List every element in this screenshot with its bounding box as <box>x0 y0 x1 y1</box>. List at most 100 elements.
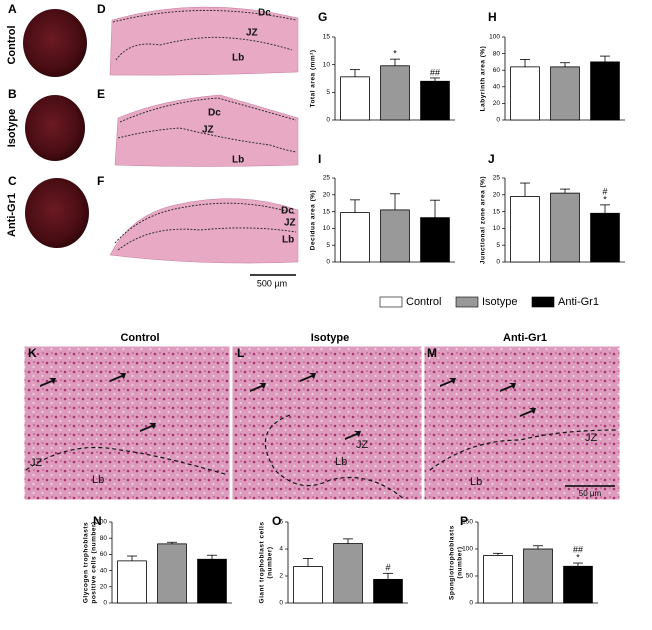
bar <box>420 217 450 263</box>
bar <box>373 578 403 604</box>
bar-chart: 0 2 4 6 Giant trophoblast cells (number) # <box>259 519 408 607</box>
significance-mark: * <box>393 49 397 59</box>
bar <box>563 565 593 604</box>
panel-label: A <box>8 2 17 16</box>
arrow <box>520 408 536 417</box>
y-tick-label: 60 <box>493 67 501 74</box>
panel-label: B <box>8 87 17 101</box>
panel-label: L <box>237 346 244 360</box>
bar-chart: 0 5 10 15 20 25 Junctional zone area (%) #* <box>480 175 625 266</box>
y-tick-label: 150 <box>462 519 473 526</box>
legend-label: Control <box>406 296 441 308</box>
bar <box>197 558 227 604</box>
y-axis-label: positive cells (number) <box>91 521 98 603</box>
y-tick-label: 10 <box>493 225 501 232</box>
legend-label: Anti-Gr1 <box>558 296 599 308</box>
significance-mark: * <box>576 552 580 562</box>
panel-label: G <box>318 10 327 24</box>
y-tick-label: 40 <box>493 84 501 91</box>
tissue-label: JZ <box>284 218 296 229</box>
y-tick-label: 20 <box>493 100 501 107</box>
bar <box>293 566 323 604</box>
y-axis-label: Decidua area (%) <box>310 190 317 250</box>
row-label: Control <box>6 25 18 64</box>
y-axis-label: Spongiotrophoblasts <box>449 525 456 600</box>
y-tick-label: 10 <box>323 61 331 68</box>
tissue-label: Lb <box>232 155 244 166</box>
y-tick-label: 0 <box>326 117 330 124</box>
panel-label: E <box>97 87 105 101</box>
micrographs <box>23 345 621 501</box>
y-tick-label: 0 <box>103 600 107 607</box>
y-tick-label: 25 <box>493 175 501 182</box>
bar <box>340 76 370 121</box>
tissue-label: Dc <box>281 206 294 217</box>
arrow <box>300 373 316 382</box>
bar-chart: 0 50 100 150 Spongiotrophoblasts (number) ##* <box>449 519 598 607</box>
tissue-label: Lb <box>282 235 294 246</box>
y-axis-label: Total area (mm²) <box>310 49 317 107</box>
bar <box>333 543 363 604</box>
bar <box>523 548 553 604</box>
micrograph-borders <box>25 414 619 501</box>
micrograph-title: Anti-Gr1 <box>503 332 547 344</box>
bar <box>157 543 187 604</box>
bar <box>550 192 580 263</box>
legend: Control Isotype Anti-Gr1 <box>379 296 599 308</box>
bar-chart: 0 20 40 60 80 100 Glycogen trophoblasts positiv… <box>83 519 232 607</box>
significance-mark: ## <box>573 544 583 554</box>
scale-label: 50 µm <box>579 489 602 498</box>
bar <box>510 196 540 263</box>
row-label: Isotype <box>6 109 18 148</box>
significance-mark: # <box>602 186 607 196</box>
micrograph-label: JZ <box>30 457 43 469</box>
y-tick-label: 80 <box>493 50 501 57</box>
significance-mark: * <box>603 194 607 204</box>
panel-label: C <box>8 174 17 188</box>
y-axis-label: (number) <box>267 546 274 578</box>
significance-mark: # <box>385 563 390 573</box>
significance-mark: ## <box>430 67 440 77</box>
micrograph-label: Lb <box>470 476 482 488</box>
histology-borders <box>112 10 297 251</box>
arrow <box>140 423 156 432</box>
y-tick-label: 6 <box>279 519 283 526</box>
y-tick-label: 20 <box>323 192 331 199</box>
y-tick-label: 0 <box>496 117 500 124</box>
y-tick-label: 0 <box>496 259 500 266</box>
bar <box>510 66 540 121</box>
micrograph-label: Lb <box>335 456 347 468</box>
scale-label: 500 µm <box>257 278 287 288</box>
tissue-label: Lb <box>232 53 244 64</box>
arrow <box>345 431 361 440</box>
y-tick-label: 40 <box>100 567 108 574</box>
legend-swatch <box>455 296 479 308</box>
y-tick-label: 0 <box>326 259 330 266</box>
panel-label: H <box>488 10 497 24</box>
y-tick-label: 15 <box>323 34 331 41</box>
tissue-label: Dc <box>258 8 271 19</box>
y-tick-label: 5 <box>496 242 500 249</box>
y-axis-label: Junctional zone area (%) <box>480 176 487 264</box>
y-tick-label: 0 <box>279 600 283 607</box>
y-tick-label: 100 <box>489 34 500 41</box>
y-tick-label: 15 <box>323 208 331 215</box>
y-axis-label: Giant trophoblast cells <box>259 522 266 604</box>
micrograph-label: JZ <box>585 432 598 444</box>
bar <box>117 560 147 604</box>
panel-label: O <box>272 514 281 528</box>
y-tick-label: 4 <box>279 546 283 553</box>
micrograph-title: Isotype <box>311 332 350 344</box>
arrow <box>250 383 266 392</box>
arrow <box>440 378 456 387</box>
bar <box>380 209 410 263</box>
tissue-label: JZ <box>202 125 214 136</box>
panel-label: K <box>28 346 37 360</box>
y-tick-label: 0 <box>469 600 473 607</box>
micrograph-label: Lb <box>92 474 104 486</box>
bar <box>380 65 410 121</box>
y-tick-label: 20 <box>100 584 108 591</box>
y-tick-label: 10 <box>323 225 331 232</box>
